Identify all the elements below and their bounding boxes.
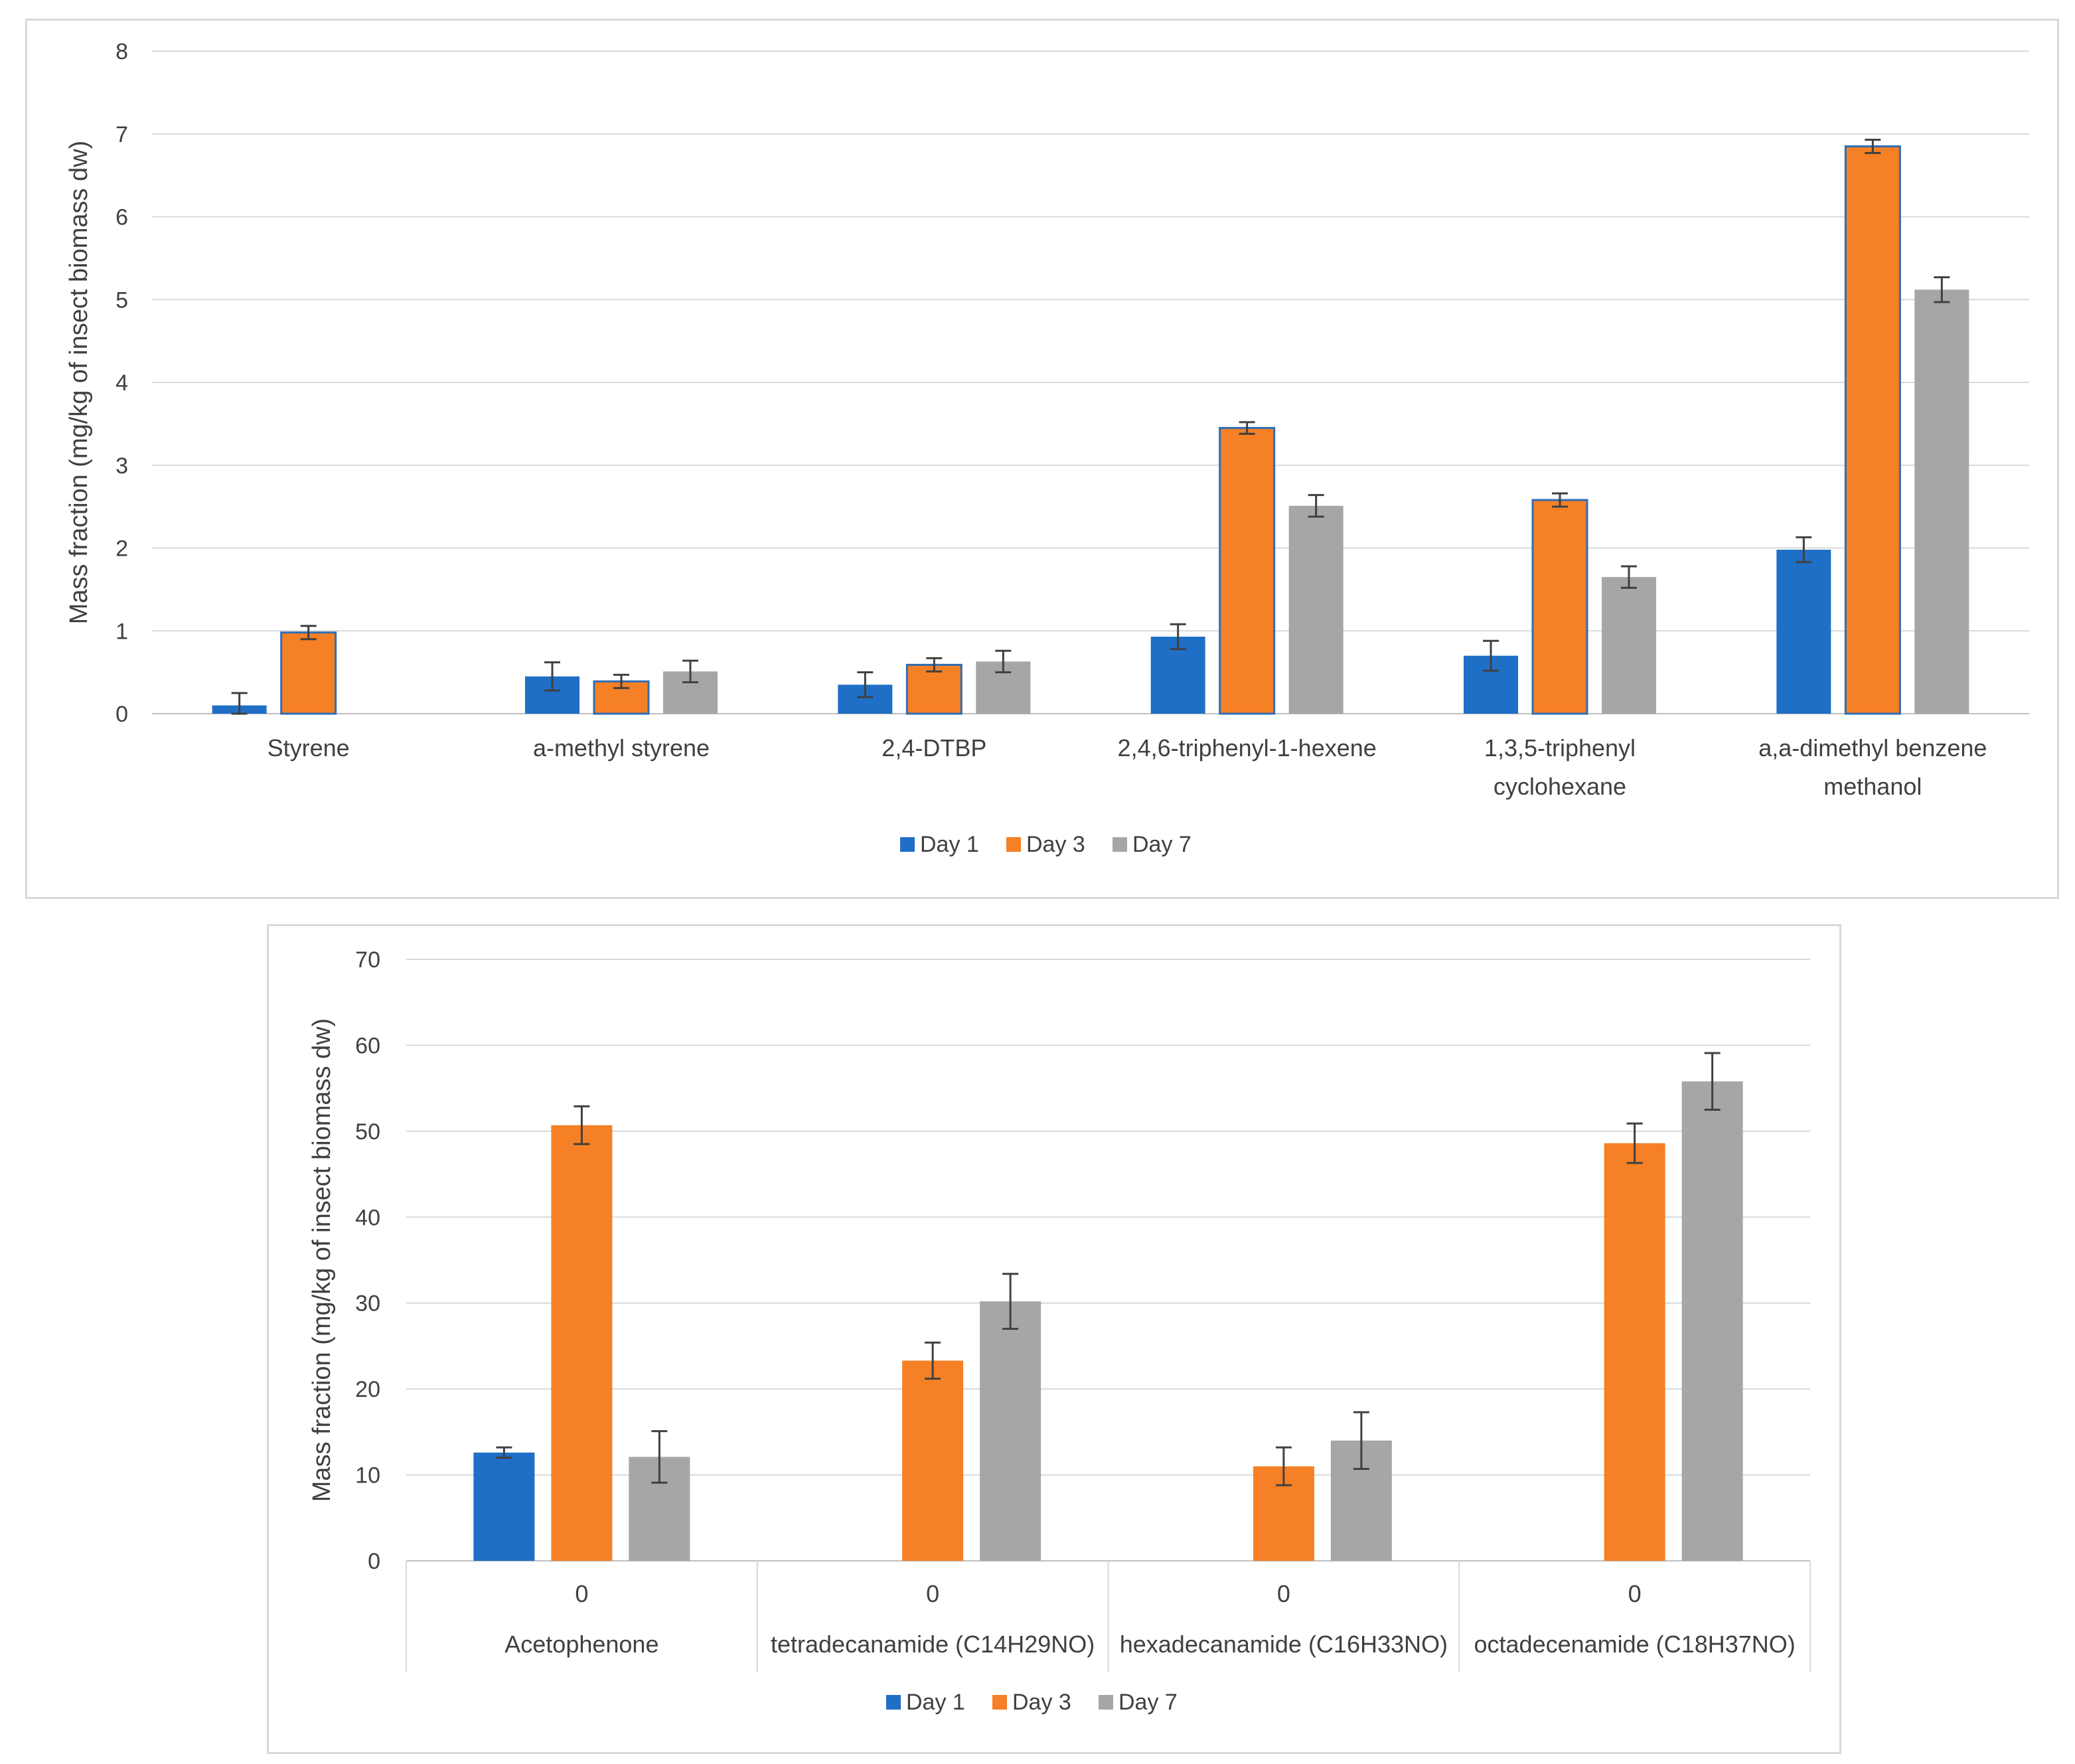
category-label: a-methyl styrene bbox=[533, 734, 710, 762]
category-label: cyclohexane bbox=[1494, 773, 1626, 800]
legend-label: Day 3 bbox=[1026, 832, 1085, 857]
legend-swatch bbox=[1113, 837, 1127, 852]
y-tick-label: 6 bbox=[115, 205, 128, 230]
bar-day-3 bbox=[902, 1360, 964, 1561]
y-tick-label: 8 bbox=[115, 39, 128, 64]
legend-label: Day 1 bbox=[920, 832, 979, 857]
y-axis-title: Mass fraction (mg/kg of insect biomass d… bbox=[65, 141, 93, 625]
y-tick-label: 4 bbox=[115, 370, 128, 396]
legend-label: Day 7 bbox=[1132, 832, 1191, 857]
bar-day-3 bbox=[280, 631, 337, 715]
category-label: Acetophenone bbox=[504, 1631, 658, 1658]
y-tick-label: 2 bbox=[115, 536, 128, 562]
legend-label: Day 7 bbox=[1118, 1690, 1178, 1715]
legend-swatch bbox=[1006, 837, 1021, 852]
chart-panel-top: 0 1 2 3 4 5 6 7 8 Styrene a-methyl styrene 2,4-DTBP… bbox=[25, 19, 2059, 899]
bar-day-7 bbox=[980, 1301, 1041, 1561]
category-sublabel: 0 bbox=[1628, 1580, 1642, 1607]
y-tick-label: 5 bbox=[115, 287, 128, 313]
bar-day-1 bbox=[473, 1452, 535, 1561]
bar-day-7 bbox=[1602, 577, 1656, 714]
category-label: methanol bbox=[1823, 773, 1922, 800]
category-label: 1,3,5-triphenyl bbox=[1484, 734, 1636, 762]
y-tick-label: 70 bbox=[355, 947, 380, 973]
bar-day-3 bbox=[1531, 499, 1588, 715]
category-label: Styrene bbox=[268, 734, 350, 762]
y-tick-label: 60 bbox=[355, 1033, 380, 1058]
bar-day-7 bbox=[1914, 289, 1969, 714]
category-sublabel: 0 bbox=[926, 1580, 939, 1607]
legend-swatch bbox=[1099, 1695, 1113, 1710]
bar-day-3 bbox=[1844, 145, 1901, 715]
bar-chart-top: 0 1 2 3 4 5 6 7 8 Styrene a-methyl styrene 2,4-DTBP… bbox=[65, 39, 2029, 857]
category-label: hexadecanamide (C16H33NO) bbox=[1120, 1631, 1448, 1658]
category-sublabel: 0 bbox=[575, 1580, 588, 1607]
category-label: 2,4,6-triphenyl-1-hexene bbox=[1118, 734, 1377, 762]
y-tick-label: 40 bbox=[355, 1205, 380, 1230]
y-tick-label: 3 bbox=[115, 453, 128, 479]
y-tick-label: 7 bbox=[115, 122, 128, 147]
bar-day-3 bbox=[905, 663, 962, 715]
bar-day-3 bbox=[1604, 1143, 1665, 1561]
legend-swatch bbox=[886, 1695, 901, 1710]
y-tick-label: 0 bbox=[115, 702, 128, 727]
bar-day-7 bbox=[1681, 1081, 1743, 1561]
chart-panel-bottom: 0 10 20 30 40 50 60 70 0 Acetophenone 0 tetradecana… bbox=[267, 924, 1841, 1754]
legend-label: Day 1 bbox=[906, 1690, 965, 1715]
y-tick-label: 30 bbox=[355, 1291, 380, 1317]
legend-label: Day 3 bbox=[1012, 1690, 1071, 1715]
y-tick-label: 20 bbox=[355, 1377, 380, 1402]
y-tick-label: 0 bbox=[368, 1549, 380, 1574]
bar-day-7 bbox=[1288, 505, 1344, 714]
bar-day-3 bbox=[1219, 427, 1276, 715]
bar-chart-bottom: 0 10 20 30 40 50 60 70 0 Acetophenone 0 tetradecana… bbox=[308, 947, 1811, 1715]
category-label: 2,4-DTBP bbox=[882, 734, 986, 762]
category-label: tetradecanamide (C14H29NO) bbox=[771, 1631, 1095, 1658]
y-tick-label: 10 bbox=[355, 1463, 380, 1488]
category-label: a,a-dimethyl benzene bbox=[1758, 734, 1987, 762]
bar-day-3 bbox=[551, 1125, 613, 1561]
category-label: octadecenamide (C18H37NO) bbox=[1474, 1631, 1796, 1658]
y-axis-title: Mass fraction (mg/kg of insect biomass d… bbox=[308, 1018, 336, 1502]
legend-swatch bbox=[900, 837, 915, 852]
y-tick-label: 50 bbox=[355, 1119, 380, 1145]
y-tick-label: 1 bbox=[115, 619, 128, 644]
category-sublabel: 0 bbox=[1277, 1580, 1290, 1607]
legend-swatch bbox=[992, 1695, 1007, 1710]
bar-day-1 bbox=[1776, 549, 1831, 714]
